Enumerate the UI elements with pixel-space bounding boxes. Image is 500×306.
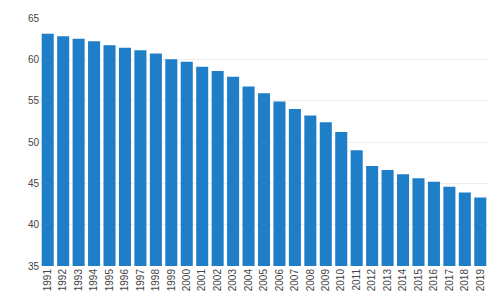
svg-text:60: 60 [28, 54, 40, 65]
svg-text:2010: 2010 [335, 269, 346, 292]
svg-text:2014: 2014 [397, 269, 408, 292]
svg-text:2004: 2004 [243, 269, 254, 292]
svg-text:2012: 2012 [366, 269, 377, 292]
svg-text:1994: 1994 [88, 269, 99, 292]
svg-text:1992: 1992 [57, 269, 68, 292]
svg-text:2009: 2009 [320, 269, 331, 292]
svg-text:65: 65 [28, 13, 40, 24]
svg-text:35: 35 [28, 261, 40, 272]
svg-text:40: 40 [28, 219, 40, 230]
svg-text:2008: 2008 [305, 269, 316, 292]
svg-text:1996: 1996 [119, 269, 130, 292]
svg-text:2018: 2018 [459, 269, 470, 292]
svg-text:1997: 1997 [135, 269, 146, 292]
svg-text:1998: 1998 [150, 269, 161, 292]
svg-text:2006: 2006 [274, 269, 285, 292]
svg-text:2015: 2015 [413, 269, 424, 292]
svg-text:2001: 2001 [196, 269, 207, 292]
svg-text:2017: 2017 [444, 269, 455, 292]
svg-text:1993: 1993 [73, 269, 84, 292]
svg-text:2011: 2011 [351, 269, 362, 291]
svg-text:2007: 2007 [289, 269, 300, 292]
svg-text:2005: 2005 [258, 269, 269, 292]
svg-text:2016: 2016 [428, 269, 439, 292]
svg-text:2000: 2000 [181, 269, 192, 292]
svg-text:45: 45 [28, 178, 40, 189]
svg-text:2019: 2019 [475, 269, 486, 292]
svg-text:1995: 1995 [104, 269, 115, 292]
svg-text:1999: 1999 [166, 269, 177, 292]
svg-text:2003: 2003 [227, 269, 238, 292]
svg-text:1991: 1991 [42, 269, 53, 292]
svg-text:2002: 2002 [212, 269, 223, 292]
svg-text:50: 50 [28, 137, 40, 148]
svg-text:55: 55 [28, 95, 40, 106]
svg-text:2013: 2013 [382, 269, 393, 292]
